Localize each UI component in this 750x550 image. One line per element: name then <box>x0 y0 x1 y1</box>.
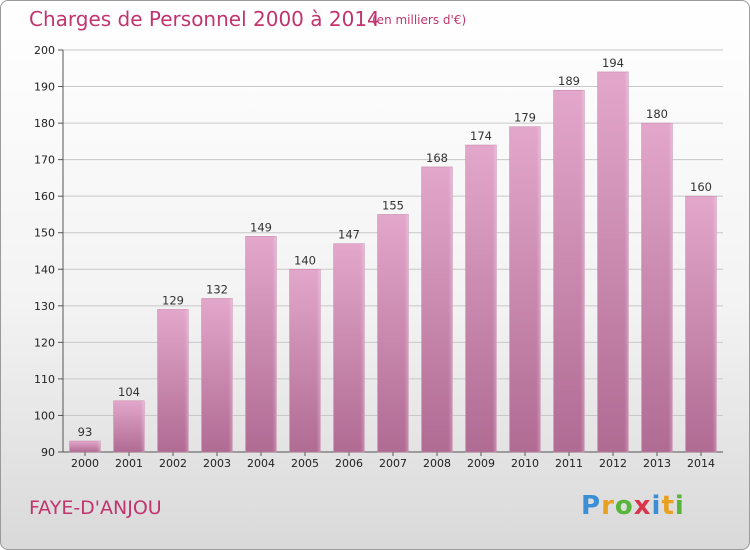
brand-logo: Proxiti <box>581 491 685 521</box>
bar-highlight <box>228 298 233 452</box>
bar-highlight <box>96 441 101 452</box>
bar-value-label: 132 <box>206 283 228 297</box>
x-tick-label: 2012 <box>599 457 627 470</box>
bar-highlight <box>492 145 497 452</box>
bar-value-label: 155 <box>382 198 404 212</box>
bar-2002 <box>157 309 189 453</box>
x-tick-label: 2007 <box>379 457 407 470</box>
brand-letter: P <box>581 491 602 521</box>
bar-2005 <box>289 269 321 453</box>
y-tick-label: 200 <box>34 44 55 57</box>
bar-value-label: 189 <box>558 74 580 88</box>
y-tick-label: 100 <box>34 409 55 422</box>
y-tick-label: 150 <box>34 227 55 240</box>
x-tick-label: 2000 <box>71 457 99 470</box>
bar-2003 <box>201 298 233 453</box>
x-tick-label: 2006 <box>335 457 363 470</box>
bar-highlight <box>624 71 629 452</box>
x-tick-label: 2003 <box>203 457 231 470</box>
x-tick-label: 2010 <box>511 457 539 470</box>
labels: 90 100 110 120 130 140 150 160 170 180 190 200 2000 9… <box>34 44 715 470</box>
bar-value-label: 168 <box>426 151 448 165</box>
bar-2001 <box>113 400 145 453</box>
bar-highlight <box>184 309 189 452</box>
brand-letter: x <box>633 491 652 521</box>
bar-value-label: 147 <box>338 228 360 242</box>
bar-value-label: 194 <box>602 56 624 70</box>
bar-2004 <box>245 236 277 453</box>
bar-2009 <box>465 144 497 453</box>
brand-letter: r <box>601 491 615 521</box>
x-tick-label: 2004 <box>247 457 275 470</box>
bar-2014 <box>685 195 717 453</box>
bar-highlight <box>448 166 453 453</box>
bars <box>69 71 717 453</box>
y-tick-label: 160 <box>34 190 55 203</box>
x-tick-label: 2002 <box>159 457 187 470</box>
x-tick-label: 2009 <box>467 457 495 470</box>
bar-2007 <box>377 214 409 453</box>
bar-value-label: 180 <box>646 107 668 121</box>
bar-highlight <box>580 90 585 452</box>
bar-value-label: 93 <box>78 425 93 439</box>
bar-value-label: 149 <box>250 220 272 234</box>
place-name: FAYE-D'ANJOU <box>29 497 162 519</box>
bar-value-label: 174 <box>470 129 492 143</box>
chart-unit-note: (en milliers d'€) <box>372 13 467 27</box>
bar-value-label: 179 <box>514 111 536 125</box>
bar-highlight <box>272 236 277 452</box>
bar-value-label: 160 <box>690 180 712 194</box>
y-tick-label: 170 <box>34 154 55 167</box>
bar-2000 <box>69 440 101 453</box>
bar-highlight <box>140 400 145 452</box>
brand-letter: i <box>674 491 685 521</box>
y-tick-label: 90 <box>41 446 55 459</box>
x-tick-label: 2008 <box>423 457 451 470</box>
x-tick-label: 2013 <box>643 457 671 470</box>
brand-letter: i <box>651 491 662 521</box>
bar-highlight <box>360 243 365 452</box>
y-tick-label: 180 <box>34 117 55 130</box>
y-tick-label: 120 <box>34 336 55 349</box>
bar-2006 <box>333 243 365 453</box>
y-tick-label: 140 <box>34 263 55 276</box>
bar-highlight <box>536 126 541 452</box>
y-tick-label: 110 <box>34 373 55 386</box>
bar-highlight <box>316 269 321 452</box>
x-tick-label: 2011 <box>555 457 583 470</box>
bar-2013 <box>641 122 673 453</box>
bar-highlight <box>712 196 717 452</box>
bar-value-label: 140 <box>294 253 316 267</box>
brand-letter: o <box>614 491 634 521</box>
bar-highlight <box>404 214 409 452</box>
chart-title: Charges de Personnel 2000 à 2014 <box>29 7 380 31</box>
bar-2008 <box>421 166 453 453</box>
bar-value-label: 129 <box>162 293 184 307</box>
x-tick-label: 2001 <box>115 457 143 470</box>
brand-letter: t <box>661 491 675 521</box>
x-tick-label: 2005 <box>291 457 319 470</box>
x-tick-label: 2014 <box>687 457 715 470</box>
bar-value-label: 104 <box>118 385 140 399</box>
bar-2011 <box>553 89 585 453</box>
bar-2012 <box>597 71 629 453</box>
bar-highlight <box>668 123 673 452</box>
y-tick-label: 190 <box>34 81 55 94</box>
y-tick-label: 130 <box>34 300 55 313</box>
bar-2010 <box>509 126 541 453</box>
